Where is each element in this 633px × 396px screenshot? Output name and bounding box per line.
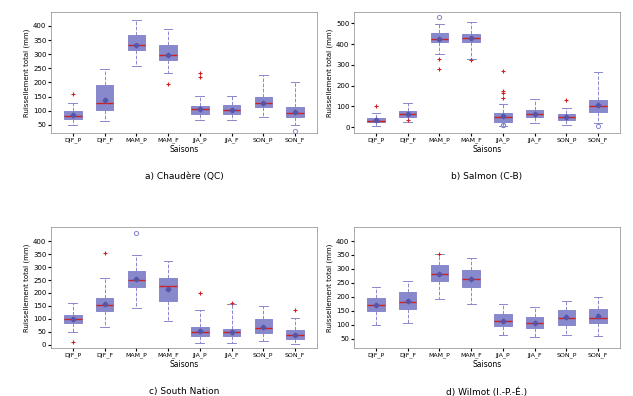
PathPatch shape bbox=[223, 329, 241, 336]
PathPatch shape bbox=[96, 297, 113, 311]
Y-axis label: Ruissellement total (mm): Ruissellement total (mm) bbox=[327, 244, 333, 332]
PathPatch shape bbox=[589, 101, 607, 112]
PathPatch shape bbox=[399, 292, 417, 309]
PathPatch shape bbox=[463, 34, 480, 42]
PathPatch shape bbox=[64, 315, 82, 324]
PathPatch shape bbox=[399, 111, 417, 117]
PathPatch shape bbox=[160, 278, 177, 301]
Text: c) South Nation: c) South Nation bbox=[149, 387, 219, 396]
PathPatch shape bbox=[367, 298, 385, 311]
PathPatch shape bbox=[430, 32, 448, 42]
Y-axis label: Ruissellement total (mm): Ruissellement total (mm) bbox=[23, 244, 30, 332]
PathPatch shape bbox=[558, 310, 575, 325]
X-axis label: Saisons: Saisons bbox=[170, 360, 199, 369]
Text: a) Chaudère (QC): a) Chaudère (QC) bbox=[144, 172, 223, 181]
PathPatch shape bbox=[430, 265, 448, 282]
PathPatch shape bbox=[494, 113, 511, 122]
PathPatch shape bbox=[128, 35, 145, 50]
PathPatch shape bbox=[494, 314, 511, 326]
PathPatch shape bbox=[254, 97, 272, 107]
PathPatch shape bbox=[526, 110, 543, 117]
PathPatch shape bbox=[96, 85, 113, 110]
X-axis label: Saisons: Saisons bbox=[472, 360, 501, 369]
Y-axis label: Ruissellement total (mm): Ruissellement total (mm) bbox=[23, 29, 30, 117]
Text: b) Salmon (C-B): b) Salmon (C-B) bbox=[451, 172, 523, 181]
PathPatch shape bbox=[286, 107, 304, 117]
Y-axis label: Ruissellement total (mm): Ruissellement total (mm) bbox=[327, 29, 333, 117]
PathPatch shape bbox=[286, 330, 304, 339]
PathPatch shape bbox=[367, 118, 385, 122]
X-axis label: Saisons: Saisons bbox=[170, 145, 199, 154]
X-axis label: Saisons: Saisons bbox=[472, 145, 501, 154]
Text: d) Wilmot (I.-P.-É.): d) Wilmot (I.-P.-É.) bbox=[446, 387, 527, 396]
PathPatch shape bbox=[128, 271, 145, 287]
PathPatch shape bbox=[64, 111, 82, 119]
PathPatch shape bbox=[254, 319, 272, 333]
PathPatch shape bbox=[191, 327, 208, 336]
PathPatch shape bbox=[191, 106, 208, 114]
PathPatch shape bbox=[526, 317, 543, 327]
PathPatch shape bbox=[589, 309, 607, 324]
PathPatch shape bbox=[223, 105, 241, 114]
PathPatch shape bbox=[558, 114, 575, 120]
PathPatch shape bbox=[463, 270, 480, 287]
PathPatch shape bbox=[160, 45, 177, 61]
